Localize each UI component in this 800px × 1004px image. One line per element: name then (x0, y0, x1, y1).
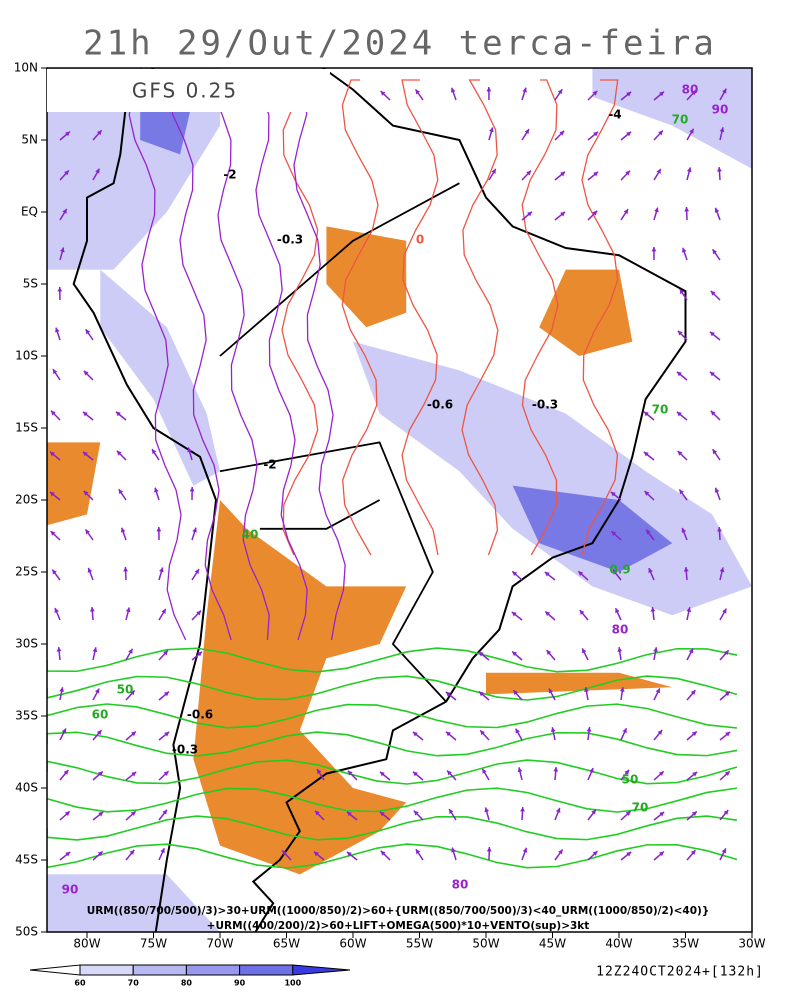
lon-label: 75W (140, 937, 167, 951)
contour-label: 70 (632, 801, 649, 815)
colorbar-tick-label: 80 (181, 979, 193, 988)
colorbar-tick-label: 70 (128, 979, 140, 988)
title: 21h 29/Out/2024 terca-feira (83, 24, 717, 64)
lon-label: 45W (539, 937, 566, 951)
contour-label: -2 (263, 458, 276, 472)
lat-label: 50S (15, 925, 38, 939)
lon-label: 80W (73, 937, 100, 951)
lon-label: 65W (273, 937, 300, 951)
contour-label: 50 (117, 683, 134, 697)
lon-label: 70W (206, 937, 233, 951)
contour-label: 0.9 (609, 563, 630, 577)
contour-label: -0.3 (532, 398, 558, 412)
contour-label: -0.3 (172, 743, 198, 757)
colorbar-tick-label: 100 (284, 979, 301, 988)
lat-label: 25S (15, 565, 38, 579)
contour-label: 80 (452, 878, 469, 892)
lat-label: 35S (15, 709, 38, 723)
contour-label: -0.6 (427, 398, 453, 412)
contour-label: 80 (682, 83, 699, 97)
lon-label: 60W (339, 937, 366, 951)
contour-label: -0.6 (187, 708, 213, 722)
timestamp: 12Z24OCT2024+[132h] (596, 965, 764, 980)
contour-label: 0 (416, 233, 424, 247)
model-label: GFS 0.25 (132, 79, 238, 103)
contour-label: -2 (223, 168, 236, 182)
colorbar-segment (186, 965, 239, 975)
lon-label: 50W (472, 937, 499, 951)
lat-label: 10S (15, 349, 38, 363)
contour-label: 80 (612, 623, 629, 637)
contour-label: -4 (608, 108, 621, 122)
colorbar-segment (133, 965, 186, 975)
colorbar-segment (80, 965, 133, 975)
contour-label: 50 (622, 773, 639, 787)
contour-label: 60 (92, 708, 109, 722)
lat-label: 30S (15, 637, 38, 651)
lat-label: 40S (15, 781, 38, 795)
contour-label: 70 (652, 403, 669, 417)
lat-label: 15S (15, 421, 38, 435)
lon-label: 40W (605, 937, 632, 951)
formula-line: +URM((400/200)/2)>60+LIFT+OMEGA(500)*10+… (207, 920, 590, 932)
contour-label: 90 (712, 103, 729, 117)
lat-label: 45S (15, 853, 38, 867)
colorbar-tick-label: 60 (74, 979, 86, 988)
lat-label: 5N (21, 133, 38, 147)
colorbar-segment (240, 965, 293, 975)
lat-label: 10N (14, 61, 38, 75)
contour-label: 40 (242, 528, 259, 542)
lat-label: EQ (21, 205, 38, 219)
contour-label: 90 (62, 883, 79, 897)
lon-label: 30W (738, 937, 765, 951)
contour-label: -0.3 (277, 233, 303, 247)
formula-line: URM((850/700/500)/3)>30+URM((1000/850)/2… (87, 905, 710, 917)
lon-label: 35W (672, 937, 699, 951)
contour-label: 70 (672, 113, 689, 127)
colorbar-tick-label: 90 (234, 979, 246, 988)
lat-label: 20S (15, 493, 38, 507)
lat-label: 5S (23, 277, 38, 291)
lon-label: 55W (406, 937, 433, 951)
